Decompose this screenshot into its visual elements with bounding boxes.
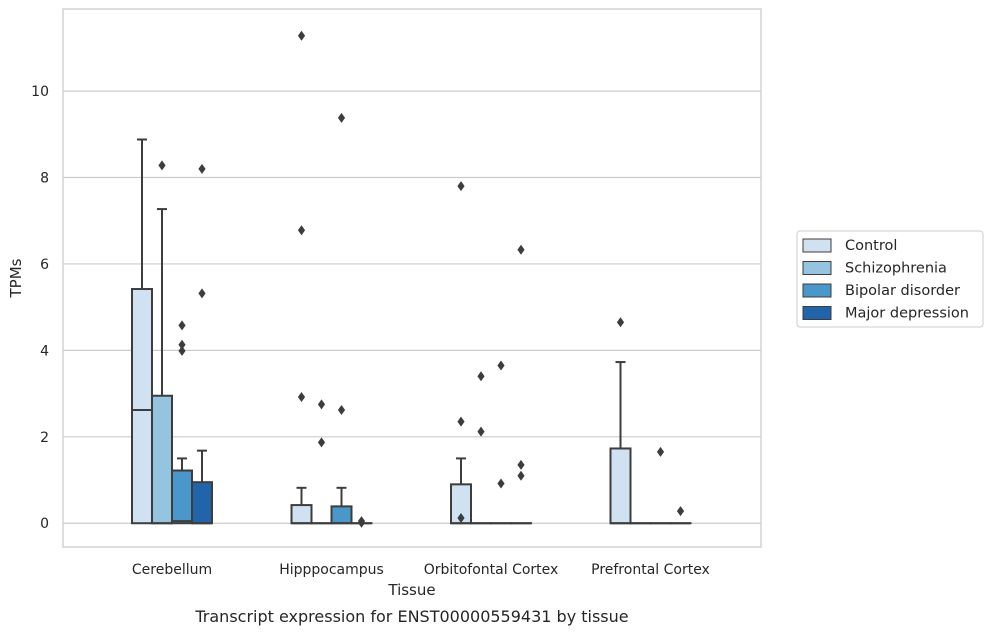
outlier-point <box>477 371 485 382</box>
y-tick-label: 2 <box>40 430 49 446</box>
x-tick-label: Cerebellum <box>132 562 212 578</box>
plot-area-frame <box>62 8 762 548</box>
outlier-point <box>517 459 525 470</box>
box-3-1 <box>350 516 373 528</box>
box-2-2 <box>490 360 512 525</box>
box-1-1 <box>310 399 333 525</box>
y-tick-label: 8 <box>40 171 49 187</box>
outlier-point <box>477 426 485 437</box>
legend-label: Bipolar disorder <box>845 283 960 299</box>
outlier-point <box>297 392 306 403</box>
chart-caption: Transcript expression for ENST0000055943… <box>194 607 628 626</box>
x-tick-label: Prefrontal Cortex <box>591 562 710 578</box>
outlier-point <box>198 163 206 174</box>
legend-swatch <box>802 283 832 298</box>
box-3-2 <box>510 244 532 525</box>
outlier-point <box>616 317 625 328</box>
legend-items: Control Schizophrenia Bipolar disorder Majo… <box>802 238 969 322</box>
y-tick-label: 4 <box>40 343 49 359</box>
legend-swatch <box>802 238 832 253</box>
x-tick-label: Orbitofontal Cortex <box>424 562 559 578</box>
legend-label: Schizophrenia <box>845 261 947 277</box>
outlier-point <box>457 181 465 192</box>
box-rect <box>609 447 632 525</box>
outlier-point <box>317 399 326 410</box>
legend: Control Schizophrenia Bipolar disorder Majo… <box>796 230 984 328</box>
legend-swatch <box>802 306 832 320</box>
outlier-point <box>337 112 346 123</box>
x-tick-labels: Cerebellum Hipppocampus Orbitofontal Corte… <box>132 562 710 578</box>
y-tick-label: 0 <box>40 516 49 532</box>
box-0-2 <box>450 181 472 525</box>
y-tick-labels: 0 2 4 6 8 10 <box>31 84 49 532</box>
outlier-point <box>178 339 186 350</box>
y-tick-label: 10 <box>31 84 49 100</box>
outlier-point <box>357 517 366 528</box>
outlier-point <box>178 320 186 331</box>
outlier-point <box>676 506 685 517</box>
outlier-point <box>337 405 346 416</box>
y-axis-label: TPMs <box>7 258 25 298</box>
outlier-point <box>656 446 665 457</box>
outlier-point <box>198 288 206 299</box>
boxes-layer <box>131 30 692 528</box>
box-0-1 <box>290 30 313 525</box>
x-tick-label: Hipppocampus <box>279 562 384 578</box>
y-tick-label: 6 <box>40 257 49 273</box>
box-rect <box>191 481 213 525</box>
box-rect <box>131 288 153 525</box>
legend-label: Major depression <box>845 306 969 322</box>
outlier-point <box>317 437 326 448</box>
box-1-0 <box>151 160 173 525</box>
outlier-point <box>297 30 306 41</box>
outlier-point <box>178 345 186 356</box>
box-1-2 <box>470 371 492 525</box>
outlier-point <box>457 416 465 427</box>
legend-frame <box>796 230 984 328</box>
outlier-point <box>297 225 306 236</box>
box-rect <box>171 469 193 525</box>
box-rect <box>330 505 353 525</box>
box-0-3 <box>609 317 632 525</box>
outlier-point <box>517 470 525 481</box>
outlier-point <box>457 513 465 524</box>
box-rect <box>290 504 313 525</box>
x-axis-label: Tissue <box>387 581 435 599</box>
box-0-0 <box>131 138 153 525</box>
box-3-3 <box>669 506 692 525</box>
legend-swatch <box>802 261 832 275</box>
box-2-1 <box>330 112 353 525</box>
outlier-point <box>497 478 505 489</box>
outlier-point <box>497 360 505 371</box>
outlier-point <box>158 160 166 171</box>
outlier-point <box>517 244 525 255</box>
box-2-3 <box>649 446 672 525</box>
legend-label: Control <box>845 238 897 254</box>
box-rect <box>151 394 173 525</box>
box-3-0 <box>191 163 213 525</box>
